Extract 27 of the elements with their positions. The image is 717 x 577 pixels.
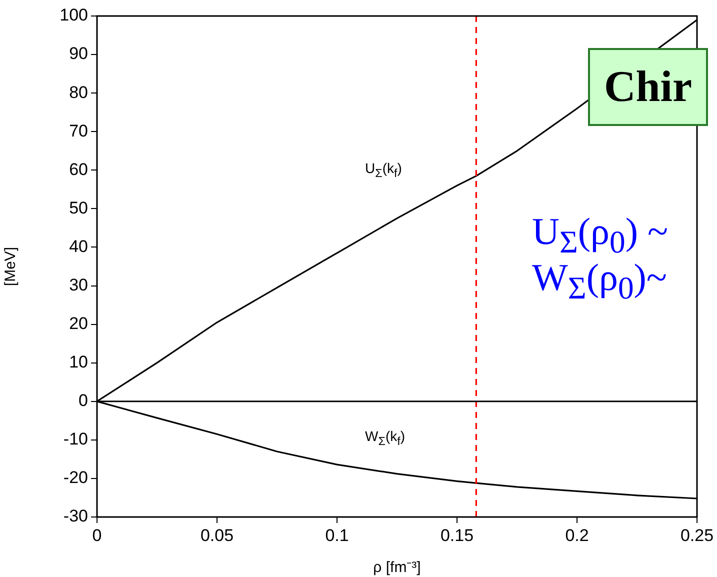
text: U$_{Σ}$(k$_{f}$) (365, 160, 402, 180)
annotation: U$_{Σ}$(ρ$_{0}$) ~ (532, 211, 668, 260)
y-tick-label: -30 (63, 506, 88, 526)
x-tick-label: 0.05 (200, 526, 234, 545)
y-tick-label: 80 (69, 82, 88, 102)
series-label: W$_{Σ}$(k$_{f}$) (365, 428, 406, 448)
y-tick-label: -20 (63, 468, 88, 488)
y-tick-label: 60 (69, 160, 88, 179)
y-tick-label: 100 (60, 6, 88, 25)
x-tick-label: 0 (92, 526, 102, 545)
x-tick-label: 0.1 (325, 526, 349, 545)
y-tick-label: 40 (69, 236, 88, 256)
y-tick-label: -10 (63, 430, 88, 449)
y-tick-label: 70 (69, 121, 88, 140)
y-tick-label: 90 (69, 44, 88, 64)
x-tick-label: 0.15 (440, 526, 474, 545)
y-tick-label: 30 (69, 275, 88, 294)
y-tick-label: 50 (69, 198, 88, 218)
y-tick-label: 0 (78, 391, 88, 410)
y-axis-title: [MeV] (2, 246, 20, 286)
y-tick-label: 20 (69, 314, 88, 333)
annotation: W$_{Σ}$(ρ$_{0}$)~ (532, 257, 667, 306)
y-tick-label: 10 (69, 352, 88, 372)
x-tick-label: 0.2 (565, 526, 589, 545)
x-tick-label: 0.25 (680, 526, 714, 545)
x-axis-title: ρ [fm⁻³] (373, 559, 421, 576)
annotation: Chir (588, 48, 708, 126)
